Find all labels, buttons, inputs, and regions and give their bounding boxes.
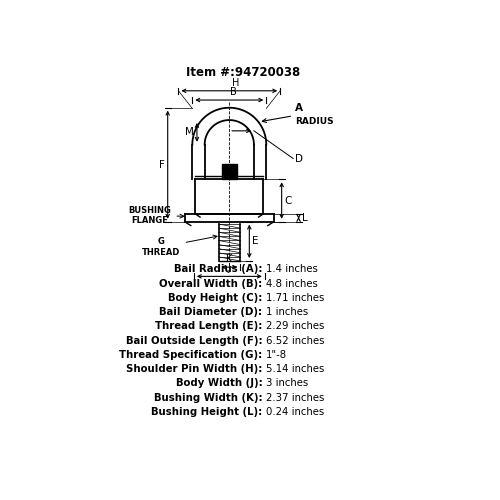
Text: G
THREAD: G THREAD [142,235,217,257]
Text: Thread Length (E):: Thread Length (E): [155,322,262,332]
Text: 2.37 inches: 2.37 inches [266,392,324,402]
Text: Overall Width (B):: Overall Width (B): [159,278,262,288]
Text: Item #:94720038: Item #:94720038 [186,66,300,79]
Text: Bushing Width (K):: Bushing Width (K): [154,392,262,402]
Text: 1.4 inches: 1.4 inches [266,264,318,274]
Text: Bushing Height (L):: Bushing Height (L): [151,407,262,417]
Text: 3 inches: 3 inches [266,378,308,388]
Text: M: M [185,128,194,138]
Text: 0.24 inches: 0.24 inches [266,407,324,417]
Text: C: C [284,196,292,205]
Text: K: K [226,254,232,264]
Text: D: D [295,154,303,164]
Text: RADIUS: RADIUS [295,116,334,126]
Text: Thread Specification (G):: Thread Specification (G): [119,350,262,360]
Text: H: H [232,78,239,88]
Text: Shoulder Pin Width (H):: Shoulder Pin Width (H): [126,364,262,374]
Text: E: E [252,236,258,246]
Text: Body Height (C):: Body Height (C): [168,293,262,303]
Text: J: J [228,264,230,274]
Polygon shape [222,164,237,180]
Text: B: B [230,87,236,97]
Text: 1"-8: 1"-8 [266,350,287,360]
Text: 6.52 inches: 6.52 inches [266,336,325,345]
Text: A: A [295,102,303,113]
Text: Body Width (J):: Body Width (J): [176,378,262,388]
Text: 4.8 inches: 4.8 inches [266,278,318,288]
Text: 1.71 inches: 1.71 inches [266,293,324,303]
Text: F: F [158,160,164,170]
Text: 5.14 inches: 5.14 inches [266,364,324,374]
Text: 1 inches: 1 inches [266,307,308,317]
Text: L: L [302,213,308,223]
Text: Bail Diameter (D):: Bail Diameter (D): [160,307,262,317]
Text: Bail Radius (A):: Bail Radius (A): [174,264,262,274]
Text: Bail Outside Length (F):: Bail Outside Length (F): [126,336,262,345]
Text: 2.29 inches: 2.29 inches [266,322,324,332]
Text: BUSHING
FLANGE: BUSHING FLANGE [128,206,184,225]
